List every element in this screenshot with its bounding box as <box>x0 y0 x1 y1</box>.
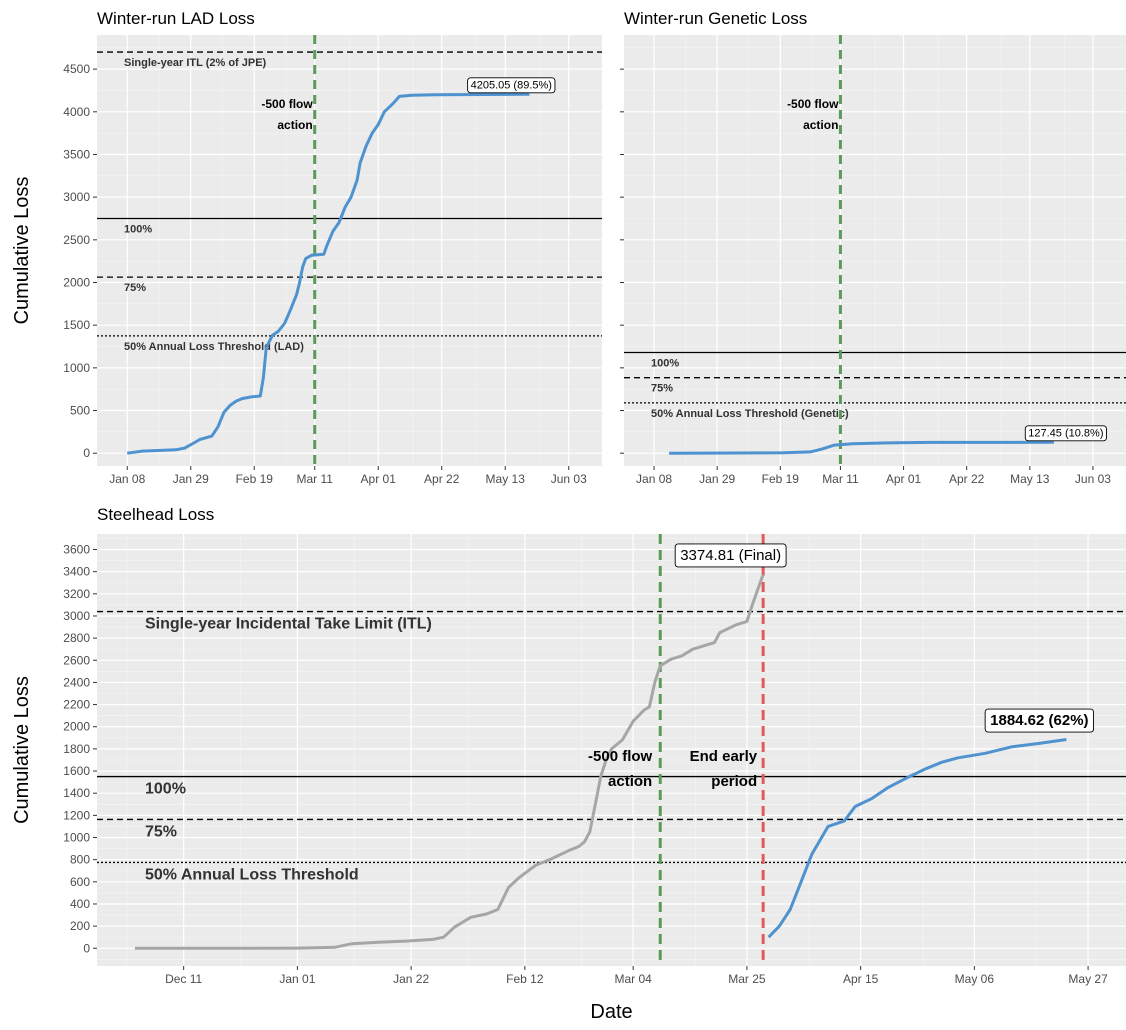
y-tick-label: 3000 <box>63 609 90 623</box>
x-tick-label: Apr 15 <box>843 972 879 986</box>
x-tick-label: Apr 22 <box>949 472 985 486</box>
series-line <box>669 440 1054 455</box>
y-tick-label: 2200 <box>63 698 90 712</box>
panel-title: Winter-run LAD Loss <box>97 9 255 28</box>
reference-line-label: 75% <box>145 823 177 840</box>
data-label: 127.45 (10.8%) <box>1024 425 1107 442</box>
y-tick-label: 1200 <box>63 808 90 822</box>
reference-line-label: 50% Annual Loss Threshold (LAD) <box>124 341 304 353</box>
reference-line-label: Single-year Incidental Take Limit (ITL) <box>145 616 432 633</box>
y-tick-label: 3500 <box>63 147 90 161</box>
x-tick-label: Jan 29 <box>173 472 209 486</box>
y-tick-label: 2800 <box>63 631 90 645</box>
y-tick-label: 400 <box>70 897 90 911</box>
x-tick-label: Mar 04 <box>614 972 652 986</box>
y-tick-label: 1500 <box>63 318 90 332</box>
series-line <box>134 573 765 950</box>
x-tick-label: May 27 <box>1068 972 1108 986</box>
y-tick-label: 2500 <box>63 233 90 247</box>
x-tick-label: Jan 08 <box>636 472 672 486</box>
reference-line-label: 50% Annual Loss Threshold <box>145 866 359 883</box>
y-tick-label: 0 <box>83 446 90 460</box>
reference-line-label: 75% <box>651 383 673 395</box>
event-line-label: action <box>277 118 312 132</box>
reference-line-label: Single-year ITL (2% of JPE) <box>124 57 267 69</box>
reference-line-label: 75% <box>124 282 146 294</box>
y-tick-label: 3200 <box>63 587 90 601</box>
svg-text:4205.05 (89.5%): 4205.05 (89.5%) <box>471 79 552 91</box>
y-tick-label: 800 <box>70 853 90 867</box>
event-line-label: -500 flow <box>588 748 653 765</box>
x-tick-label: Jun 03 <box>1075 472 1111 486</box>
reference-line-label: 100% <box>124 223 152 235</box>
x-tick-label: Dec 11 <box>165 972 202 986</box>
y-tick-label: 1600 <box>63 764 90 778</box>
y-tick-label: 600 <box>70 875 90 889</box>
event-line-label: End early <box>690 748 758 765</box>
reference-line-label: 100% <box>651 357 679 369</box>
panel-2: Jan 08 Jan 29 Feb 19 Mar 11 Apr 01 Apr 22 May … <box>620 9 1126 486</box>
data-label: 3374.81 (Final) <box>674 543 787 568</box>
data-label: 4205.05 (89.5%) <box>467 77 556 94</box>
x-tick-label: Apr 01 <box>361 472 397 486</box>
event-line-label: -500 flow <box>787 97 839 111</box>
svg-text:127.45 (10.8%): 127.45 (10.8%) <box>1028 427 1103 439</box>
panel-title: Winter-run Genetic Loss <box>624 9 807 28</box>
series-line <box>126 92 530 455</box>
x-axis-title: Date <box>590 1001 632 1023</box>
panel-title: Steelhead Loss <box>97 505 214 524</box>
y-tick-label: 1000 <box>63 831 90 845</box>
x-tick-label: Jan 29 <box>699 472 735 486</box>
y-tick-label: 4000 <box>63 105 90 119</box>
x-tick-label: Apr 22 <box>424 472 460 486</box>
event-line-label: action <box>608 773 652 790</box>
x-tick-label: Feb 19 <box>762 472 800 486</box>
x-tick-label: May 13 <box>486 472 526 486</box>
y-tick-label: 3600 <box>63 543 90 557</box>
y-tick-label: 0 <box>83 941 90 955</box>
panel-3: 0 200 400 600 800 1000 1200 1400 1600 1800 2000 220… <box>11 505 1126 1023</box>
y-tick-label: 3400 <box>63 565 90 579</box>
y-tick-label: 2000 <box>63 276 90 290</box>
y-axis-title: Cumulative Loss <box>11 177 33 325</box>
x-tick-label: May 13 <box>1010 472 1050 486</box>
panel-1: 0 500 1000 1500 2000 2500 3000 3500 4000 4500 Jan … <box>11 9 602 486</box>
y-tick-label: 2000 <box>63 720 90 734</box>
x-tick-label: Mar 11 <box>296 472 333 486</box>
x-tick-label: May 06 <box>955 972 995 986</box>
x-tick-label: Jan 01 <box>279 972 315 986</box>
y-tick-label: 4500 <box>63 62 90 76</box>
y-tick-label: 1400 <box>63 786 90 800</box>
event-line-label: action <box>803 118 838 132</box>
x-tick-label: Apr 01 <box>886 472 922 486</box>
data-label: 1884.62 (62%) <box>984 708 1095 733</box>
y-tick-label: 1800 <box>63 742 90 756</box>
x-tick-label: Mar 25 <box>728 972 766 986</box>
y-tick-label: 200 <box>70 919 90 933</box>
y-tick-label: 1000 <box>63 361 90 375</box>
y-tick-label: 3000 <box>63 190 90 204</box>
x-tick-label: Feb 12 <box>506 972 544 986</box>
x-tick-label: Feb 19 <box>236 472 274 486</box>
x-tick-label: Jan 22 <box>393 972 429 986</box>
series-line <box>767 738 1067 939</box>
svg-text:1884.62 (62%): 1884.62 (62%) <box>990 712 1088 729</box>
event-line-label: -500 flow <box>261 97 313 111</box>
reference-line-label: 50% Annual Loss Threshold (Genetic) <box>651 408 849 420</box>
event-line-label: period <box>711 773 757 790</box>
svg-text:3374.81 (Final): 3374.81 (Final) <box>680 547 781 564</box>
reference-line-label: 100% <box>145 781 186 798</box>
y-tick-label: 500 <box>70 404 90 418</box>
x-tick-label: Mar 11 <box>822 472 859 486</box>
x-tick-label: Jun 03 <box>551 472 587 486</box>
y-axis-title: Cumulative Loss <box>11 676 33 824</box>
x-tick-label: Jan 08 <box>109 472 145 486</box>
y-tick-label: 2400 <box>63 675 90 689</box>
y-tick-label: 2600 <box>63 653 90 667</box>
